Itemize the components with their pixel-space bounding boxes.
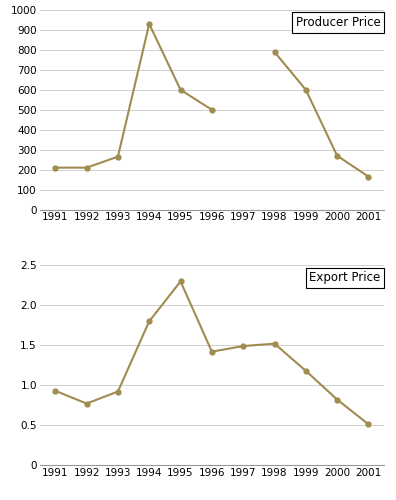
Text: Producer Price: Producer Price	[296, 16, 381, 29]
Text: Export Price: Export Price	[309, 272, 381, 284]
